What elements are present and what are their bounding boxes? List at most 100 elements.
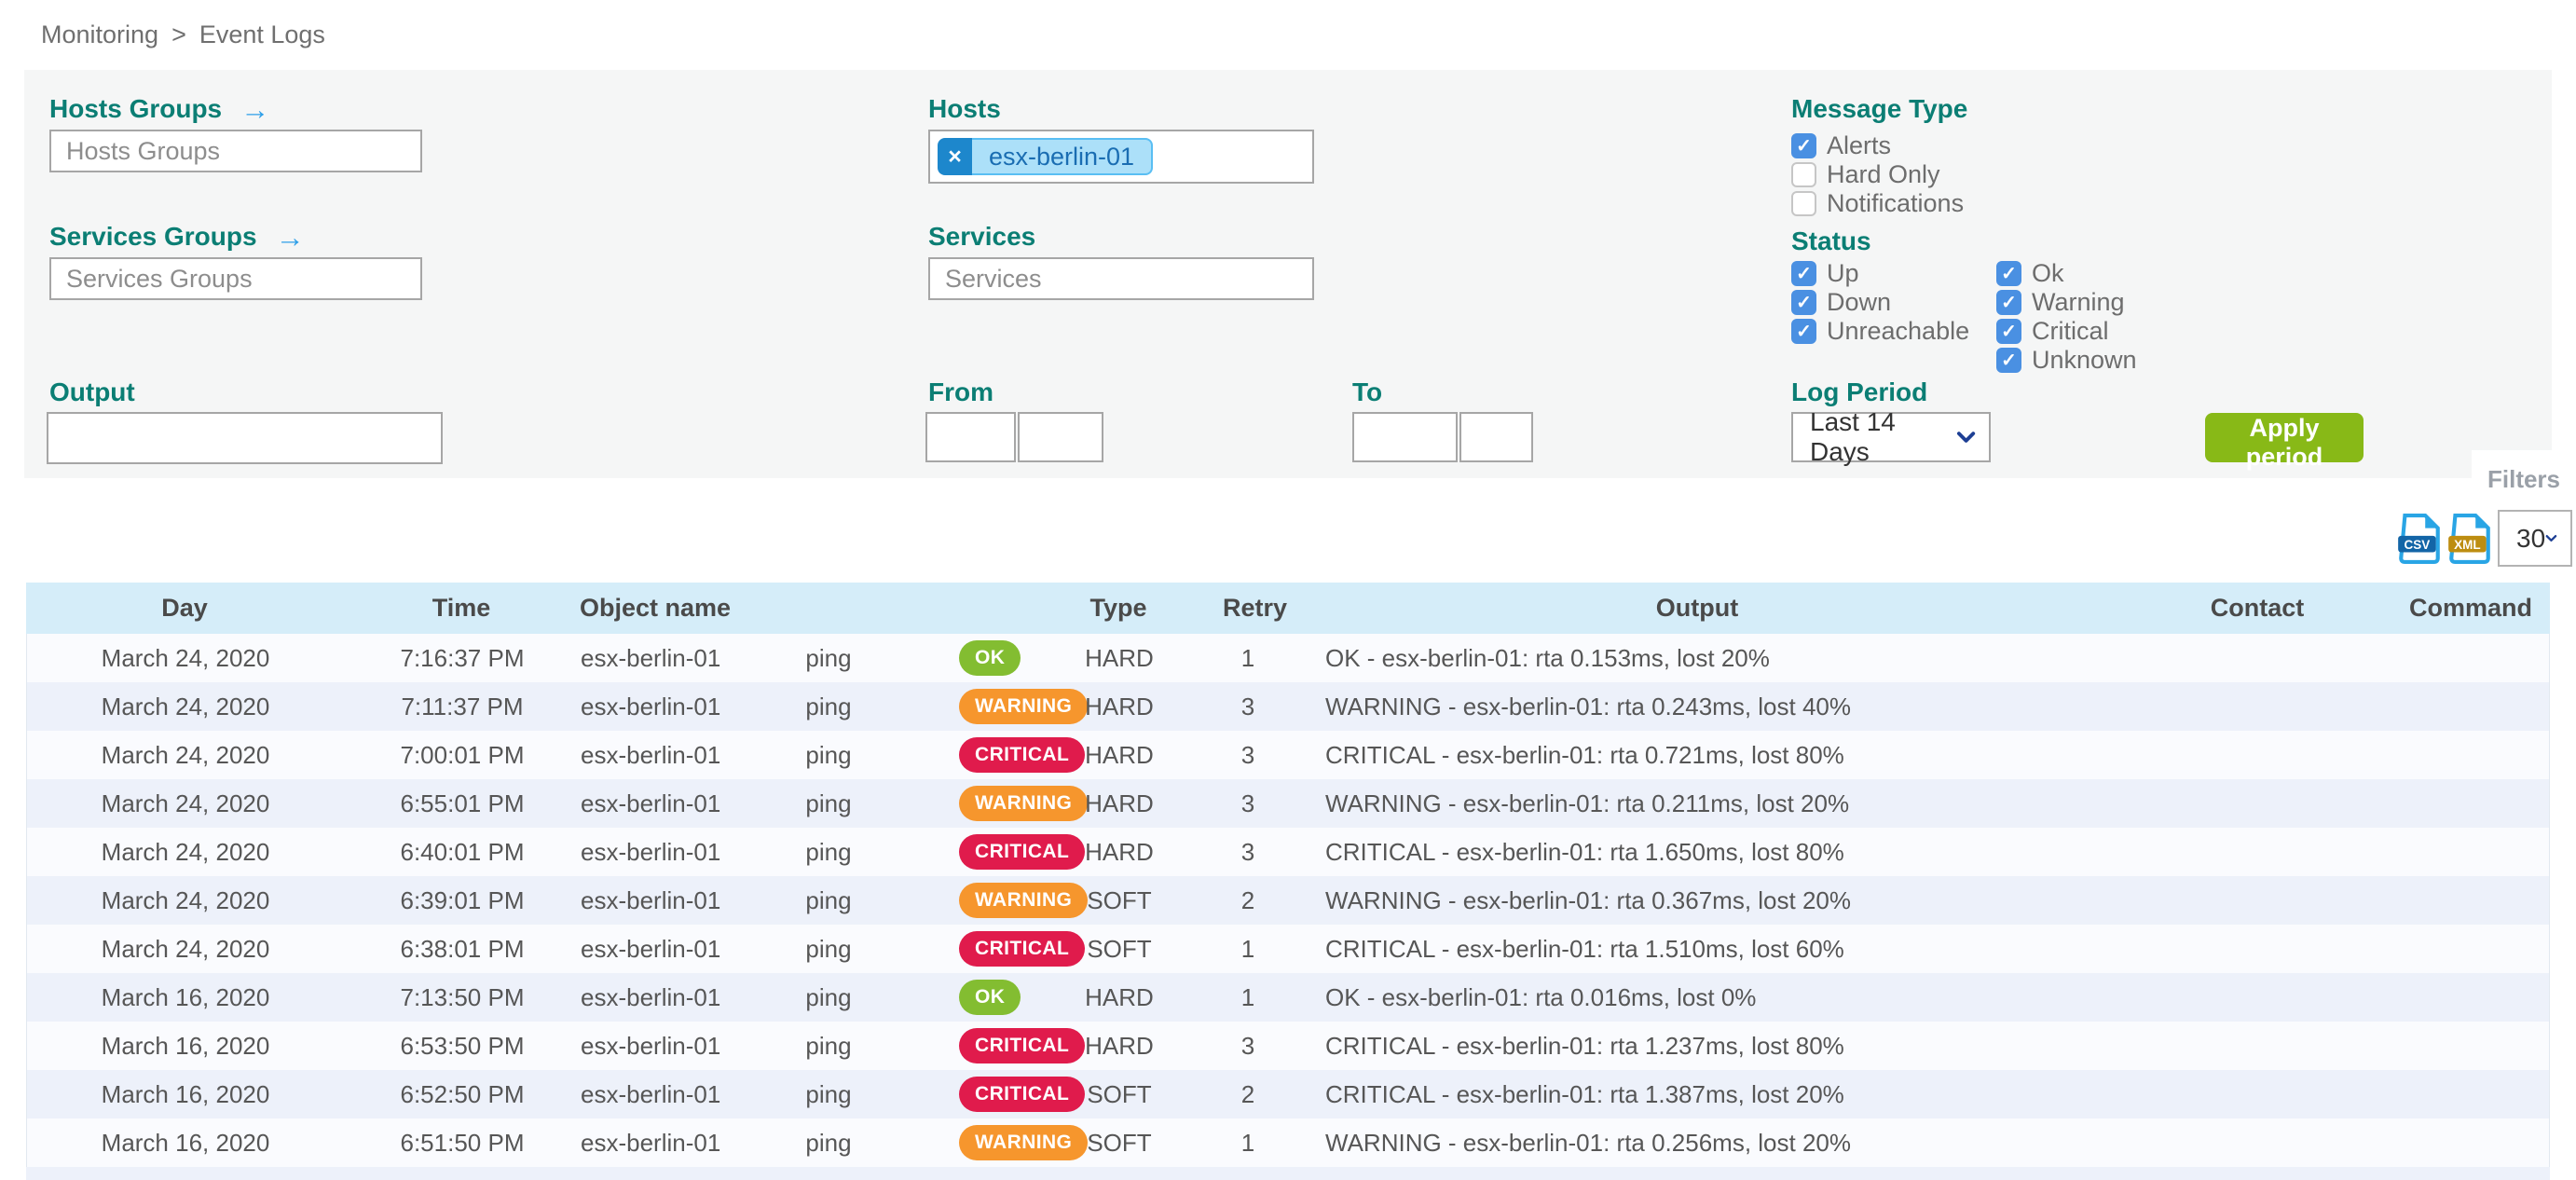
checkbox[interactable] [1791, 133, 1816, 158]
cell-object-name: esx-berlin-01 [581, 789, 721, 817]
header-day[interactable]: Day [161, 594, 208, 622]
checkbox[interactable] [1791, 261, 1816, 286]
checkbox[interactable] [1996, 348, 2021, 373]
cell-retry: 3 [1240, 1031, 1255, 1060]
checkbox-label: Hard Only [1827, 160, 1940, 188]
services-input[interactable] [928, 257, 1314, 300]
header-retry[interactable]: Retry [1223, 594, 1288, 622]
page-size-select[interactable]: 30 [2498, 510, 2572, 567]
table-header-row: Day Time Object name Type Retry Output C… [26, 583, 2550, 634]
status-badge: WARNING [959, 1125, 1089, 1160]
table-row[interactable]: March 24, 2020 6:55:01 PM esx-berlin-01 … [27, 779, 2549, 828]
checkbox-option[interactable]: Unknown [1996, 346, 2137, 374]
status-options-col1: Up Down Unreachable [1791, 259, 1970, 345]
cell-day: March 16, 2020 [101, 1031, 270, 1060]
hosts-groups-input[interactable] [49, 130, 422, 172]
cell-status: WARNING [959, 786, 1089, 821]
table-row[interactable]: March 16, 2020 6:53:50 PM esx-berlin-01 … [27, 1022, 2549, 1070]
checkbox-option[interactable]: Hard Only [1791, 160, 1964, 188]
cell-status: CRITICAL [959, 1077, 1086, 1112]
chevron-down-icon [2545, 534, 2557, 542]
header-contact[interactable]: Contact [2210, 594, 2305, 622]
header-time[interactable]: Time [432, 594, 491, 622]
services-groups-input[interactable] [49, 257, 422, 300]
table-row[interactable]: March 24, 2020 6:39:01 PM esx-berlin-01 … [27, 876, 2549, 925]
checkbox-label: Alerts [1827, 131, 1892, 159]
header-output[interactable]: Output [1655, 594, 1739, 622]
from-date-input[interactable] [925, 412, 1016, 462]
cell-day: March 24, 2020 [101, 692, 270, 720]
cell-output: CRITICAL - esx-berlin-01: rta 1.387ms, l… [1325, 1079, 1844, 1108]
status-badge: CRITICAL [959, 834, 1086, 870]
checkbox-label: Notifications [1827, 189, 1965, 217]
cell-retry: 2 [1240, 1079, 1255, 1108]
cell-status: CRITICAL [959, 931, 1086, 967]
cell-day: March 24, 2020 [101, 885, 270, 914]
cell-retry: 3 [1240, 837, 1255, 866]
output-filter-input[interactable] [47, 412, 443, 464]
cell-object-name: esx-berlin-01 [581, 1031, 721, 1060]
checkbox-option[interactable]: Warning [1996, 288, 2137, 316]
host-chip: × esx-berlin-01 [938, 138, 1154, 175]
arrow-right-icon[interactable]: → [275, 220, 305, 254]
cell-time: 6:38:01 PM [400, 934, 525, 963]
table-row[interactable]: March 16, 2020 7:13:50 PM esx-berlin-01 … [27, 973, 2549, 1022]
table-row[interactable]: March 24, 2020 7:16:37 PM esx-berlin-01 … [27, 634, 2549, 682]
checkbox[interactable] [1996, 290, 2021, 315]
hosts-input[interactable]: × esx-berlin-01 [928, 130, 1314, 184]
checkbox[interactable] [1791, 162, 1816, 187]
checkbox-label: Warning [2032, 288, 2125, 316]
table-row[interactable]: March 24, 2020 7:00:01 PM esx-berlin-01 … [27, 731, 2549, 779]
to-date-input[interactable] [1352, 412, 1458, 462]
checkbox-option[interactable]: Notifications [1791, 189, 1965, 217]
checkbox-option[interactable]: Critical [1996, 317, 2137, 345]
export-csv-icon[interactable]: CSV [2397, 514, 2442, 564]
table-row[interactable]: March 16, 2020 6:51:50 PM esx-berlin-01 … [27, 1118, 2549, 1167]
status-badge: WARNING [959, 689, 1089, 724]
cell-object-name: esx-berlin-01 [581, 643, 721, 672]
checkbox-option[interactable]: Ok [1996, 259, 2137, 287]
checkbox-label: Unreachable [1827, 317, 1970, 345]
cell-status: OK [959, 640, 1021, 676]
status-badge: CRITICAL [959, 737, 1086, 773]
table-row[interactable]: March 24, 2020 6:40:01 PM esx-berlin-01 … [27, 828, 2549, 876]
table-row[interactable]: March 24, 2020 7:11:37 PM esx-berlin-01 … [27, 682, 2549, 731]
to-time-input[interactable] [1459, 412, 1533, 462]
table-row-partial [26, 1167, 2550, 1180]
checkbox-option[interactable]: Down [1791, 288, 1969, 316]
table-row[interactable]: March 16, 2020 6:52:50 PM esx-berlin-01 … [27, 1070, 2549, 1118]
filters-tab[interactable]: Filters [2472, 450, 2576, 508]
header-object-name[interactable]: Object name [580, 594, 732, 622]
message-type-label: Message Type [1791, 94, 1968, 123]
checkbox-option[interactable]: Up [1791, 259, 1969, 287]
status-badge: WARNING [959, 786, 1089, 821]
cell-day: March 24, 2020 [101, 934, 270, 963]
status-badge: CRITICAL [959, 1077, 1086, 1112]
log-period-select[interactable]: Last 14 Days [1791, 407, 1991, 466]
checkbox-label: Critical [2032, 317, 2109, 345]
header-command[interactable]: Command [2408, 594, 2532, 622]
checkbox[interactable] [1791, 191, 1816, 216]
cell-day: March 16, 2020 [101, 982, 270, 1011]
checkbox[interactable] [1996, 319, 2021, 344]
services-label: Services [928, 222, 1036, 251]
breadcrumb: Monitoring > Event Logs [41, 21, 325, 49]
header-type[interactable]: Type [1089, 594, 1147, 622]
breadcrumb-monitoring[interactable]: Monitoring [41, 21, 159, 48]
export-xml-icon[interactable]: XML [2447, 514, 2492, 564]
checkbox-option[interactable]: Alerts [1791, 131, 1964, 159]
checkbox[interactable] [1996, 261, 2021, 286]
checkbox[interactable] [1791, 290, 1816, 315]
from-time-input[interactable] [1018, 412, 1103, 462]
cell-service: ping [805, 1079, 852, 1108]
checkbox[interactable] [1791, 319, 1816, 344]
apply-period-button[interactable]: Apply period [2205, 413, 2364, 471]
chevron-down-icon [1956, 432, 1976, 443]
table-row[interactable]: March 24, 2020 6:38:01 PM esx-berlin-01 … [27, 925, 2549, 973]
cell-status: OK [959, 980, 1021, 1015]
cell-type: HARD [1085, 982, 1154, 1011]
arrow-right-icon[interactable]: → [240, 92, 270, 126]
checkbox-option[interactable]: Unreachable [1791, 317, 1970, 345]
cell-retry: 2 [1240, 885, 1255, 914]
remove-chip-button[interactable]: × [938, 138, 972, 175]
